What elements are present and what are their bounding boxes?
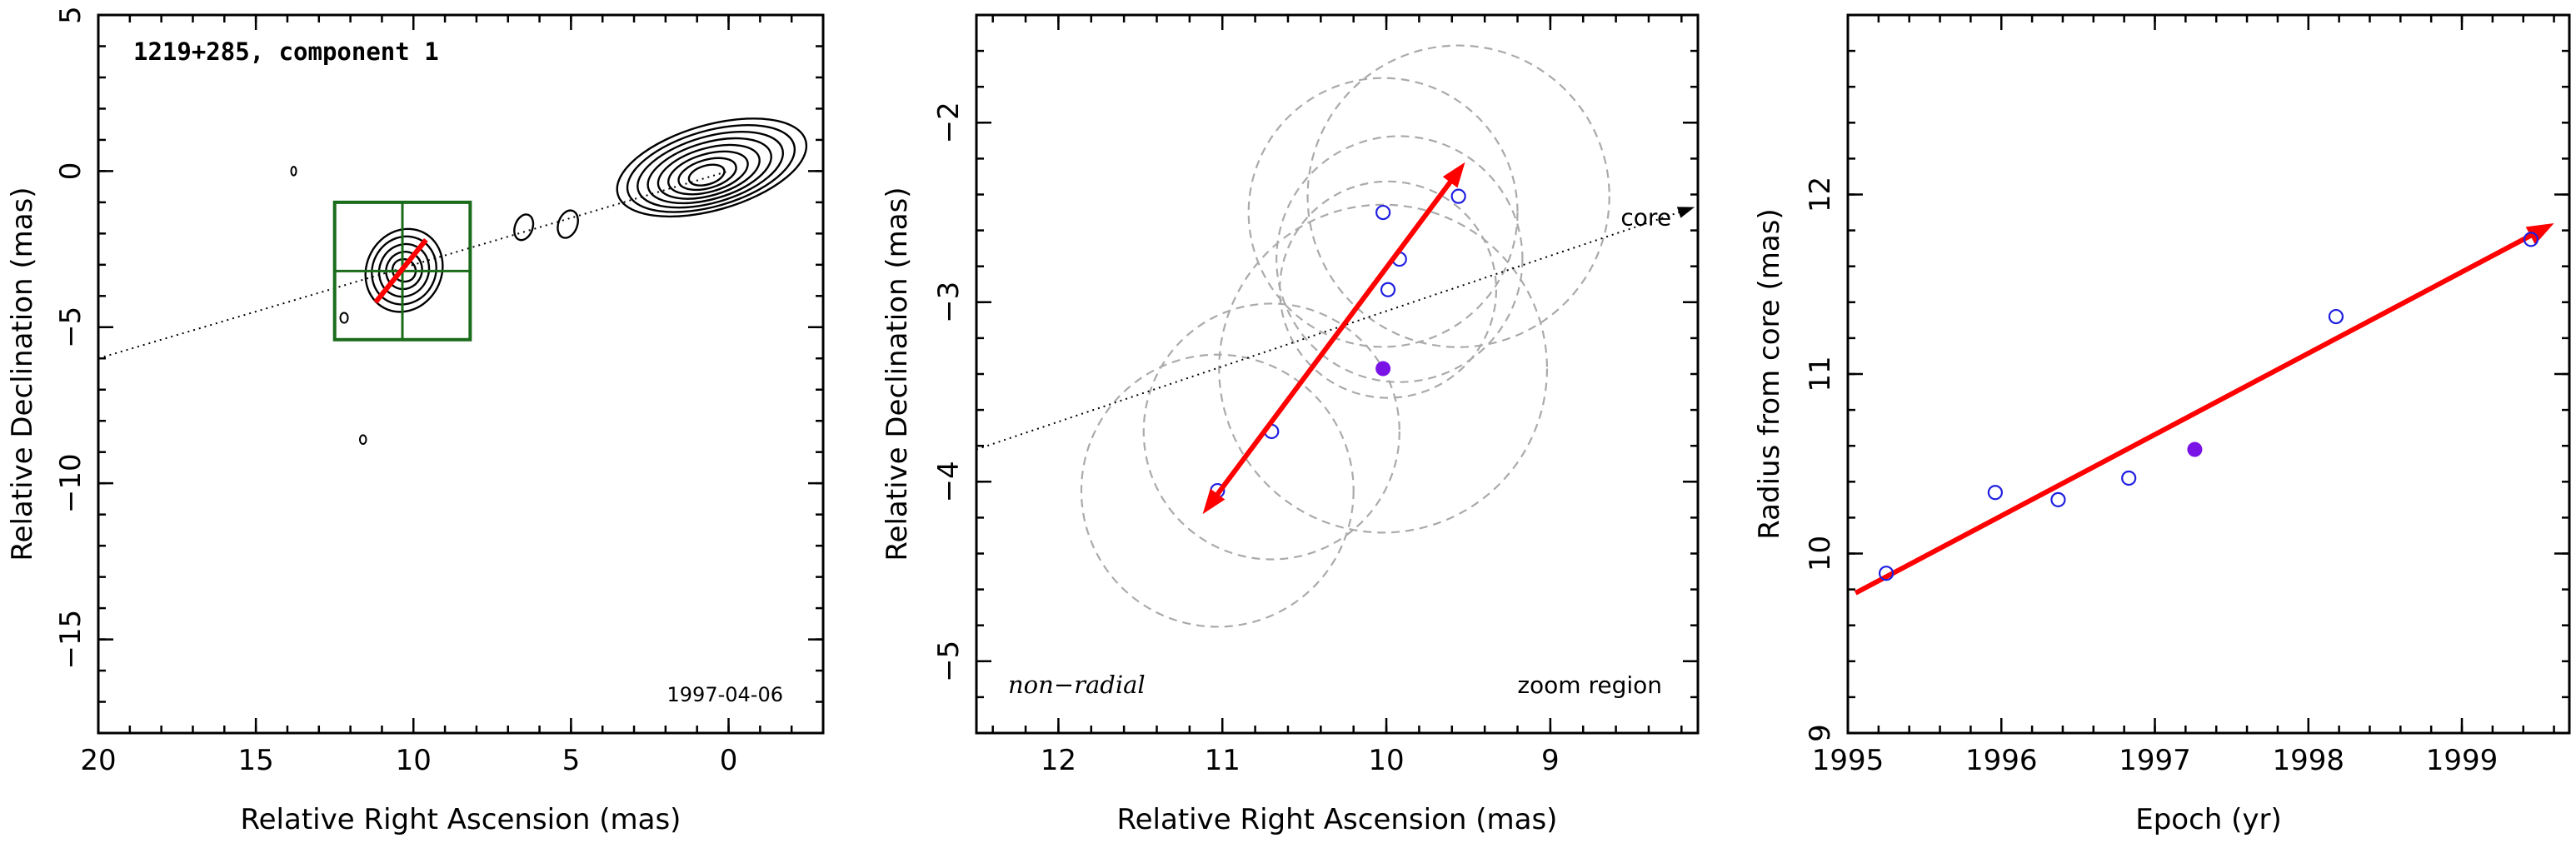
open-data-point — [1878, 566, 1895, 581]
x-tick-label: 10 — [396, 744, 432, 777]
x-tick-label: 1995 — [1812, 744, 1885, 777]
radius-epoch-panel: 1995 1996 1997 1998 1999 9 10 11 12 Epoch (yr) R… — [1753, 13, 2571, 836]
y-axis-title: Relative Declination (mas) — [881, 187, 914, 561]
x-tick-label: 9 — [1541, 744, 1560, 777]
axis-ticks: 1995 1996 1997 1998 1999 9 10 11 12 — [1804, 13, 2569, 777]
open-data-point — [2121, 470, 2137, 486]
filled-data-point — [1375, 361, 1391, 377]
y-tick-label: −10 — [54, 453, 87, 513]
jet-axis-arrowhead — [1676, 207, 1695, 218]
corner-label-left: non−radial — [1008, 671, 1146, 699]
minor-contour — [557, 209, 579, 239]
corner-label-right: zoom region — [1517, 671, 1662, 699]
filled-data-point — [2187, 441, 2203, 457]
y-tick-label: 10 — [1804, 536, 1837, 571]
open-data-point — [1450, 188, 1466, 204]
y-tick-label: −4 — [932, 461, 966, 502]
core-contour — [646, 137, 772, 205]
y-axis-title: Relative Declination (mas) — [6, 187, 39, 561]
x-tick-label: 1998 — [2273, 744, 2345, 777]
date-label: 1997-04-06 — [667, 683, 783, 706]
uncertainty-circle — [1276, 135, 1524, 383]
x-tick-label: 1997 — [2119, 744, 2191, 777]
open-data-point — [2328, 308, 2344, 325]
chart-title: 1219+285, component 1 — [133, 37, 439, 66]
open-data-point — [2050, 491, 2066, 507]
plot-frame — [97, 13, 825, 735]
uncertainty-circle — [1218, 203, 1549, 534]
jet-axis-line — [976, 206, 1695, 451]
minor-contour — [358, 434, 367, 445]
component-contour — [371, 235, 437, 306]
y-tick-label: −15 — [54, 610, 87, 670]
open-data-point — [1375, 204, 1391, 221]
minor-contour — [339, 312, 349, 324]
zoom-plot-content — [976, 44, 1695, 628]
y-tick-label: −2 — [932, 102, 966, 143]
x-tick-label: 11 — [1205, 744, 1241, 777]
axis-ticks: 20 15 10 5 0 5 0 −5 −10 −15 — [54, 6, 825, 777]
uncertainty-circle — [1306, 44, 1610, 348]
core-contour — [667, 150, 749, 196]
open-data-point — [2523, 232, 2539, 247]
core-contour — [656, 143, 761, 200]
x-tick-label: 12 — [1041, 744, 1076, 777]
x-tick-label: 5 — [562, 744, 581, 777]
y-axis-title: Radius from core (mas) — [1753, 208, 1786, 539]
radius-plot-content — [1854, 222, 2554, 596]
core-contour — [626, 124, 796, 213]
uncertainty-circle — [1142, 302, 1400, 561]
y-tick-label: 5 — [54, 6, 87, 24]
core-contour — [687, 163, 726, 187]
uncertainty-circle — [1279, 180, 1498, 399]
component-contour — [377, 242, 431, 298]
contour-panel: 20 15 10 5 0 5 0 −5 −10 −15 1219+285, component 1… — [6, 6, 825, 836]
x-axis-title: Relative Right Ascension (mas) — [1117, 803, 1558, 836]
minor-contour — [513, 213, 535, 242]
minor-contour — [290, 166, 297, 177]
contour-map — [98, 117, 808, 445]
x-tick-label: 0 — [720, 744, 738, 777]
x-axis-title: Relative Right Ascension (mas) — [241, 803, 681, 836]
y-tick-label: −5 — [932, 641, 966, 682]
uncertainty-circle — [1247, 77, 1519, 348]
y-tick-label: 0 — [54, 162, 87, 181]
motion-arrow-head-end — [1442, 162, 1465, 188]
y-tick-label: 9 — [1804, 724, 1837, 742]
fit-line — [1854, 230, 2538, 596]
x-tick-label: 1996 — [1965, 744, 2038, 777]
y-tick-label: 11 — [1804, 356, 1837, 392]
motion-arrow-head-start — [1202, 488, 1226, 515]
fit-arrowhead — [2525, 222, 2554, 245]
y-tick-label: −3 — [932, 282, 966, 323]
motion-arrow — [373, 237, 428, 304]
uncertainty-circle — [1080, 353, 1355, 628]
x-tick-label: 1999 — [2426, 744, 2499, 777]
open-data-point — [1987, 485, 2003, 501]
core-contour — [616, 117, 808, 218]
open-data-point — [1380, 282, 1396, 297]
y-tick-label: 12 — [1804, 177, 1837, 212]
axis-ticks: 12 11 10 9 −2 −3 −4 −5 — [932, 13, 1698, 777]
zoom-panel: 12 11 10 9 −2 −3 −4 −5 non−radial zoom region R… — [881, 13, 1700, 836]
y-tick-label: −5 — [54, 307, 87, 348]
x-tick-label: 15 — [237, 744, 273, 777]
core-label: core — [1620, 204, 1671, 232]
motion-arrow — [1212, 177, 1455, 500]
x-axis-title: Epoch (yr) — [2135, 803, 2282, 836]
x-tick-label: 20 — [80, 744, 116, 777]
component-contour — [364, 227, 444, 313]
core-contour — [637, 130, 784, 209]
plot-frame — [1846, 13, 2571, 735]
x-tick-label: 10 — [1368, 744, 1404, 777]
contour-overlay — [332, 200, 472, 342]
core-contour — [677, 157, 737, 192]
